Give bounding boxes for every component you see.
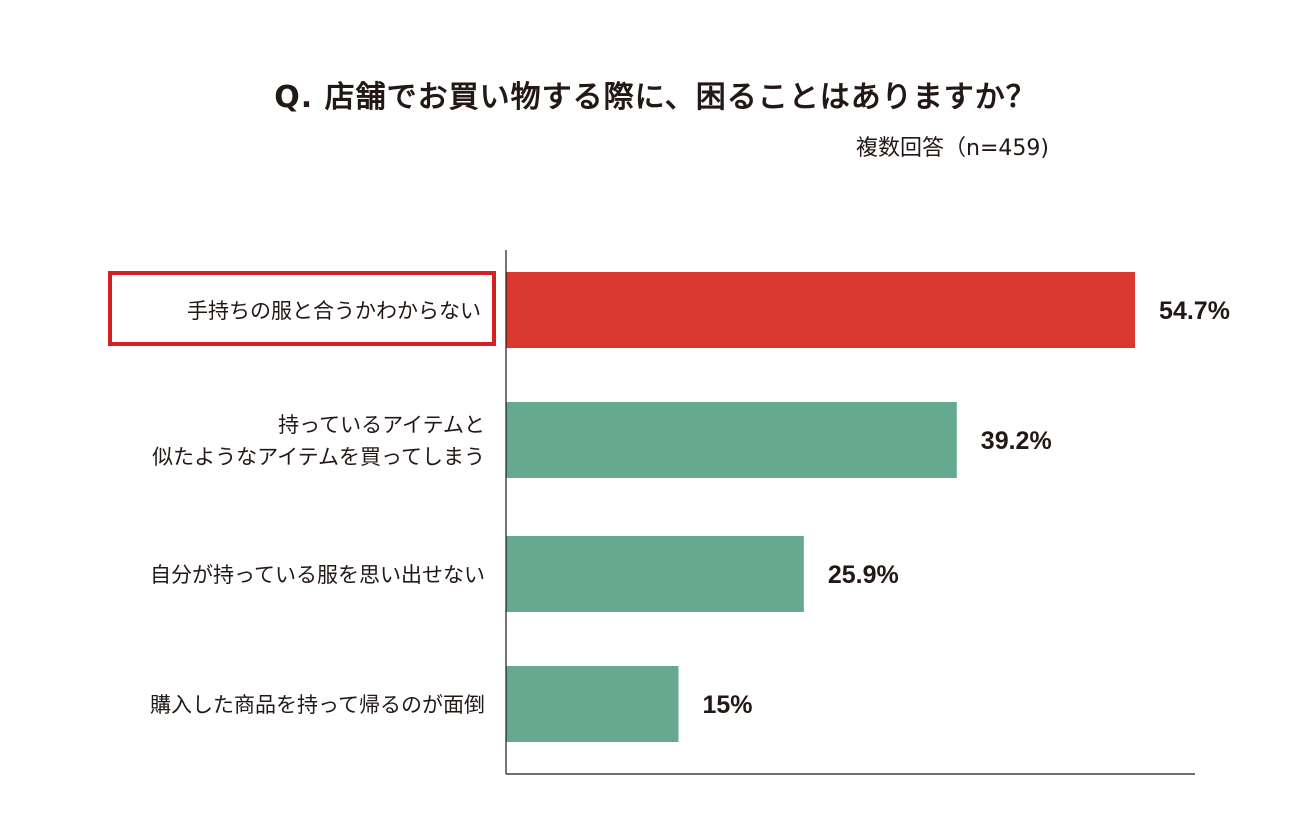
category-label-2-line-1: 持っているアイテムと: [278, 413, 485, 437]
chart-subtitle: 複数回答（n=459): [856, 136, 1049, 161]
bar-1: [506, 272, 1136, 348]
category-label-1: 手持ちの服と合うかわからない: [187, 299, 481, 323]
value-label-3: 25.9%: [828, 561, 899, 589]
bar-2: [506, 402, 957, 478]
chart-title: Q. 店舗でお買い物する際に、困ることはありますか？: [274, 80, 1037, 115]
value-label-4: 15%: [703, 691, 753, 719]
value-label-2: 39.2%: [981, 427, 1052, 455]
highlight-box: [108, 271, 496, 346]
bar-3: [506, 536, 804, 612]
category-label-3: 自分が持っている服を思い出せない: [150, 563, 485, 587]
category-label-4: 購入した商品を持って帰るのが面倒: [150, 693, 485, 717]
category-label-2-line-2: 似たようなアイテムを買ってしまう: [152, 445, 485, 469]
value-label-1: 54.7%: [1159, 297, 1230, 325]
bar-4: [506, 666, 679, 742]
